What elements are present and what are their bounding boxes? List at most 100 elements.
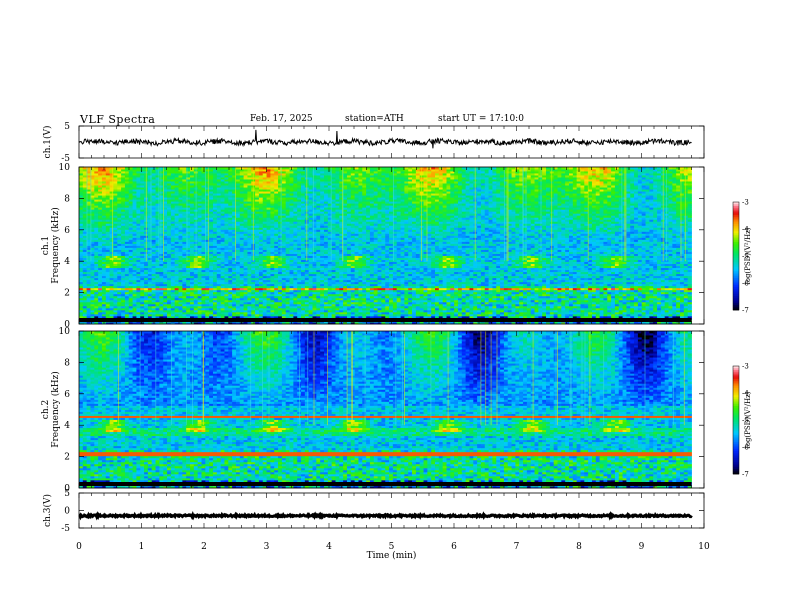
spectrogram-cell [197,175,202,178]
spectrogram-cell [174,239,179,242]
spectrogram-cell [255,189,260,192]
spectrogram-cell [167,219,172,222]
spectrogram-cell [224,261,229,265]
spectrogram-cell [262,237,267,240]
spectrogram-cell [86,231,91,234]
spectrogram-cell [193,287,199,291]
spectrogram-cell [178,201,183,204]
spectrogram-cell [182,199,187,202]
spectrogram-cell [220,309,225,313]
spectrogram-cell [197,267,202,271]
spectrogram-cell [167,293,172,297]
spectrogram-cell [128,249,133,252]
spectrogram-cell [79,177,84,180]
spectrogram-cell [247,173,252,176]
spectrogram-cell [274,239,279,242]
spectrogram-cell [124,231,130,234]
spectrogram-cell [216,219,222,222]
spectrogram-cell [159,183,164,186]
spectrogram-cell [197,265,202,269]
spectrogram-cell [82,269,88,273]
spectrogram-cell [190,225,195,228]
spectrogram-cell [140,183,145,186]
spectrogram-cell [247,191,252,194]
spectrogram-cell [239,241,245,244]
spectrogram-cell [243,179,248,182]
spectrogram-cell [132,217,137,220]
spectrogram-cell [159,191,164,194]
spectrogram-cell [243,203,248,206]
spectrogram-cell [155,191,160,194]
spectrogram-cell [155,309,160,313]
spectrogram-cell [239,201,245,204]
spectrogram-cell [121,265,126,269]
spectrogram-cell [178,181,183,184]
spectrogram-cell [170,209,176,212]
spectrogram-cell [201,177,206,180]
spectrogram-cell [105,249,111,252]
spectrogram-cell [167,297,172,301]
spectrogram-cell [86,235,91,238]
spectrogram-cell [205,249,210,252]
spectrogram-cell [212,281,218,285]
spectrogram-cell [209,223,214,226]
spectrogram-cell [174,303,179,307]
spectrogram-cell [235,253,241,256]
spectrogram-cell [186,207,191,210]
spectrogram-cell [159,195,164,198]
spectrogram-cell [247,217,252,220]
spectrogram-cell [266,241,271,244]
spectrogram-cell [109,273,114,277]
spectrogram-cell [128,171,133,174]
spectrogram-cell [178,305,183,309]
spectrogram-cell [109,301,114,305]
spectrogram-cell [94,301,99,305]
spectrogram-cell [167,169,172,172]
spectrogram-cell [105,199,111,202]
spectrogram-cell [98,267,103,271]
spectrogram-cell [128,237,133,240]
spectrogram-cell [209,181,214,184]
spectrogram-cell [109,181,114,184]
spectrogram-cell [174,283,179,287]
spectrogram-cell [121,257,126,260]
spectrogram-cell [220,171,225,174]
spectrogram-cell [228,237,233,240]
spectrogram-cell [86,263,91,267]
spectrogram-cell [101,175,107,178]
spectrogram-cell [228,171,233,174]
spectrogram-cell [147,229,153,232]
spectrogram-cell [243,173,248,176]
spectrogram-cell [101,215,107,218]
spectrogram-cell [155,275,160,279]
spectrogram-cell [255,297,260,301]
spectrogram-cell [270,195,275,198]
spectrogram-cell [109,295,114,299]
spectrogram-cell [205,313,210,317]
spectrogram-cell [224,321,229,325]
spectrogram-cell [124,273,130,277]
spectrogram-cell [147,243,153,246]
spectrogram-cell [167,273,172,277]
spectrogram-cell [274,243,279,246]
spectrogram-cell [151,297,156,301]
spectrogram-cell [163,205,168,208]
spectrogram-cell [251,263,256,267]
spectrogram-cell [270,197,275,200]
spectrogram-cell [136,197,141,200]
spectrogram-cell [216,307,222,311]
spectrogram-cell [190,177,195,180]
spectrogram-cell [117,187,122,190]
spectrogram-cell [90,205,95,208]
spectrogram-cell [147,237,153,240]
spectrogram-cell [174,195,179,198]
spectrogram-cell [178,193,183,196]
spectrogram-cell [178,307,183,311]
spectrogram-cell [232,255,237,258]
spectrogram-cell [255,279,260,283]
spectrogram-cell [178,189,183,192]
spectrogram-cell [117,243,122,246]
spectrogram-cell [155,175,160,178]
spectrogram-cell [136,257,141,260]
spectrogram-cell [155,305,160,309]
